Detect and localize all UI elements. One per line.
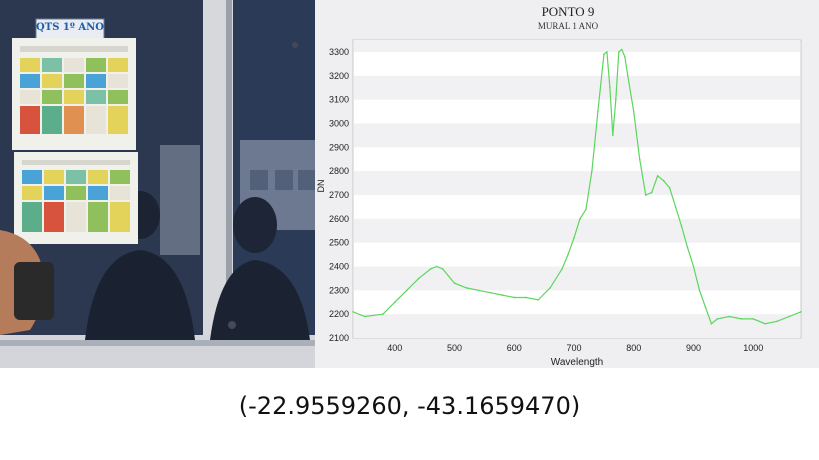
x-tick-label: 400 bbox=[387, 343, 402, 353]
data-point bbox=[692, 265, 695, 268]
data-point bbox=[764, 322, 766, 325]
data-point bbox=[638, 158, 641, 160]
y-tick-label: 2700 bbox=[329, 190, 349, 200]
data-point bbox=[435, 265, 438, 268]
data-point bbox=[740, 318, 743, 320]
data-point bbox=[453, 282, 456, 284]
data-point bbox=[513, 296, 516, 299]
data-point bbox=[429, 268, 432, 270]
grid-band bbox=[354, 75, 800, 100]
data-point bbox=[405, 289, 408, 292]
data-point bbox=[788, 315, 790, 318]
grid-band bbox=[354, 314, 800, 338]
chart-title: PONTO 9 bbox=[542, 4, 595, 19]
poster-heading: QTS 1º ANO bbox=[36, 22, 104, 33]
grid-band bbox=[354, 266, 800, 291]
spectrum-chart: PONTO 9 MURAL 1 ANO 2100 2200 2300 2400 2500… bbox=[315, 0, 819, 368]
data-point bbox=[644, 194, 647, 196]
data-point bbox=[489, 291, 492, 294]
data-point bbox=[525, 296, 528, 299]
data-point bbox=[728, 315, 731, 318]
bulletin-board-image bbox=[0, 0, 315, 368]
bulletin-board-photo: QTS 1º ANO bbox=[0, 0, 315, 368]
data-point bbox=[752, 318, 755, 320]
y-tick-label: 3100 bbox=[329, 95, 349, 105]
data-point bbox=[597, 110, 599, 113]
data-point bbox=[465, 287, 468, 289]
data-point bbox=[716, 318, 719, 320]
spectrum-series-line bbox=[352, 48, 802, 325]
y-tick-label: 2300 bbox=[329, 285, 349, 295]
data-point bbox=[537, 299, 539, 301]
x-tick-label: 700 bbox=[566, 343, 581, 353]
data-point bbox=[650, 191, 653, 194]
x-tick-label: 600 bbox=[507, 343, 522, 353]
data-point bbox=[603, 53, 605, 56]
data-point bbox=[441, 268, 444, 270]
data-point bbox=[561, 268, 563, 270]
y-tick-label: 3200 bbox=[329, 71, 349, 81]
data-point bbox=[800, 310, 802, 313]
data-point bbox=[668, 187, 671, 189]
data-point bbox=[710, 322, 713, 325]
data-point bbox=[662, 179, 665, 182]
data-point bbox=[364, 315, 366, 318]
gps-coordinates: (-22.9559260, -43.1659470) bbox=[238, 392, 581, 420]
data-point bbox=[477, 289, 480, 292]
grid-band bbox=[354, 123, 800, 148]
chart-subtitle: MURAL 1 ANO bbox=[538, 21, 599, 31]
data-point bbox=[394, 301, 396, 304]
data-point bbox=[606, 51, 608, 53]
data-point bbox=[698, 289, 701, 292]
x-tick-label: 900 bbox=[686, 343, 701, 353]
y-axis-label: DN bbox=[316, 180, 326, 193]
data-point bbox=[626, 74, 629, 77]
data-point bbox=[615, 98, 617, 101]
data-point bbox=[623, 55, 626, 58]
y-tick-label: 3300 bbox=[329, 47, 349, 57]
data-point bbox=[567, 253, 569, 256]
data-point bbox=[621, 48, 623, 51]
y-tick-label: 2600 bbox=[329, 214, 349, 224]
grid-band bbox=[354, 171, 800, 195]
data-point bbox=[549, 287, 551, 289]
x-tick-label: 1000 bbox=[743, 343, 763, 353]
data-point bbox=[585, 208, 587, 211]
data-point bbox=[656, 175, 659, 177]
data-point bbox=[591, 170, 593, 172]
data-point bbox=[501, 294, 504, 296]
data-point bbox=[579, 218, 581, 220]
data-point bbox=[680, 225, 683, 227]
y-tick-label: 3000 bbox=[329, 118, 349, 128]
data-point bbox=[609, 86, 611, 89]
data-point bbox=[776, 320, 778, 323]
data-point bbox=[382, 313, 384, 315]
data-point bbox=[674, 206, 677, 208]
data-point bbox=[417, 277, 420, 280]
x-tick-label: 500 bbox=[447, 343, 462, 353]
y-tick-label: 2800 bbox=[329, 166, 349, 176]
x-tick-label: 800 bbox=[626, 343, 641, 353]
grid-band bbox=[354, 40, 800, 52]
data-point bbox=[573, 237, 575, 239]
y-tick-label: 2500 bbox=[329, 238, 349, 248]
y-tick-label: 2400 bbox=[329, 261, 349, 271]
chart-svg: PONTO 9 MURAL 1 ANO 2100 2200 2300 2400 2500… bbox=[315, 0, 819, 368]
y-tick-label: 2900 bbox=[329, 142, 349, 152]
data-point bbox=[704, 306, 707, 308]
data-point bbox=[612, 134, 614, 137]
data-point bbox=[352, 310, 354, 313]
grid-band bbox=[354, 218, 800, 243]
data-point bbox=[618, 51, 620, 53]
data-point bbox=[632, 110, 635, 113]
x-axis-label: Wavelength bbox=[551, 357, 603, 368]
y-tick-label: 2100 bbox=[329, 333, 349, 343]
y-tick-label: 2200 bbox=[329, 309, 349, 319]
data-point bbox=[686, 246, 689, 249]
